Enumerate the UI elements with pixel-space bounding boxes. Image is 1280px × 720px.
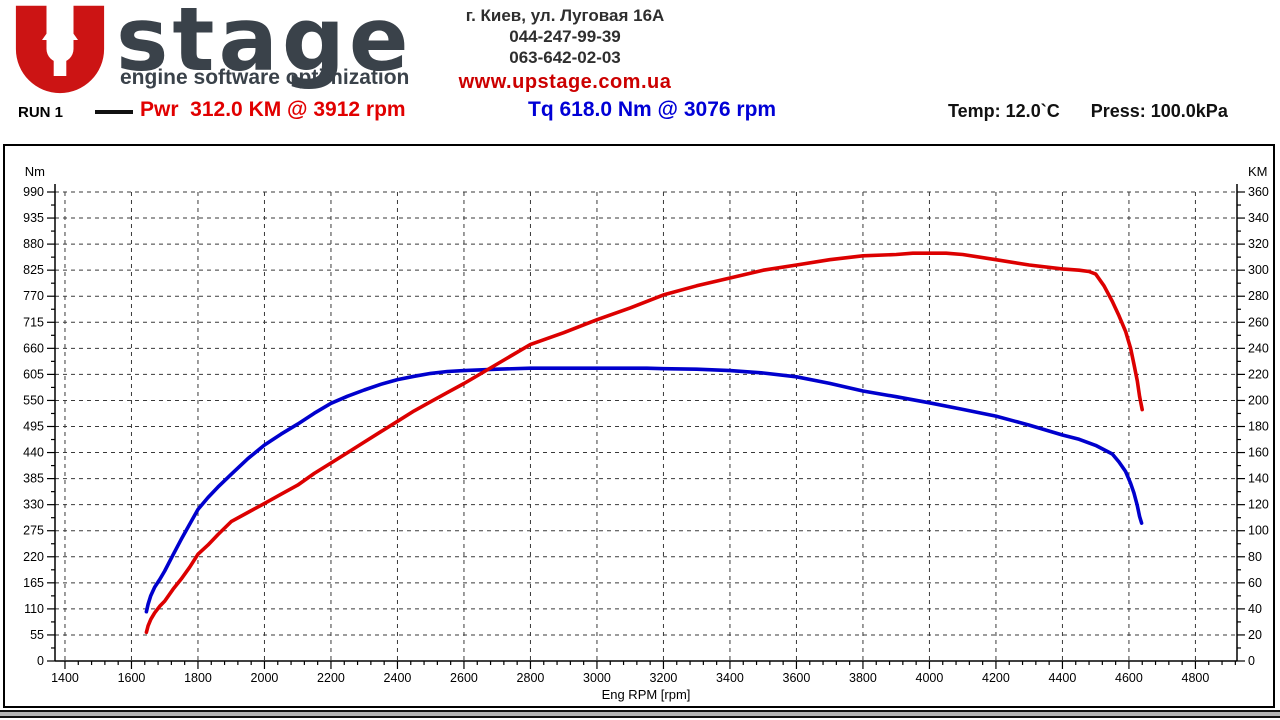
svg-text:280: 280: [1248, 289, 1269, 303]
svg-text:605: 605: [23, 367, 44, 381]
svg-text:110: 110: [24, 602, 44, 616]
svg-text:300: 300: [1248, 263, 1269, 277]
svg-text:220: 220: [23, 550, 44, 564]
svg-text:340: 340: [1248, 211, 1269, 225]
svg-text:4200: 4200: [982, 671, 1010, 685]
svg-text:140: 140: [1248, 472, 1269, 486]
temperature-reading: Temp: 12.0`C: [948, 101, 1060, 121]
company-phone-1: 044-247-99-39: [509, 27, 621, 46]
svg-text:330: 330: [23, 498, 44, 512]
svg-text:3800: 3800: [849, 671, 877, 685]
svg-text:180: 180: [1248, 420, 1269, 434]
svg-text:Eng RPM [rpm]: Eng RPM [rpm]: [602, 687, 691, 702]
brand-tagline: engine software optimization: [120, 66, 410, 89]
run1-legend-line: [95, 110, 133, 114]
svg-text:55: 55: [30, 628, 44, 642]
svg-text:2200: 2200: [317, 671, 345, 685]
svg-text:1600: 1600: [118, 671, 146, 685]
brand-wordmark: stage: [116, 0, 413, 91]
svg-text:200: 200: [1248, 393, 1269, 407]
svg-text:495: 495: [23, 420, 44, 434]
power-curve: [144, 251, 1144, 635]
svg-text:1400: 1400: [51, 671, 79, 685]
svg-text:Nm: Nm: [25, 164, 45, 179]
svg-text:4400: 4400: [1049, 671, 1077, 685]
svg-text:550: 550: [23, 393, 44, 407]
svg-text:100: 100: [1248, 524, 1269, 538]
svg-text:20: 20: [1248, 628, 1262, 642]
svg-text:3400: 3400: [716, 671, 744, 685]
svg-text:40: 40: [1248, 602, 1262, 616]
svg-text:KM: KM: [1248, 164, 1268, 179]
svg-text:4600: 4600: [1115, 671, 1143, 685]
svg-text:2400: 2400: [384, 671, 412, 685]
svg-text:4800: 4800: [1182, 671, 1210, 685]
svg-text:880: 880: [23, 237, 44, 251]
bottom-window-edge: [0, 710, 1280, 718]
svg-text:240: 240: [1248, 341, 1269, 355]
svg-text:3000: 3000: [583, 671, 611, 685]
svg-text:0: 0: [1248, 654, 1255, 668]
torque-curve: [144, 366, 1144, 614]
run-label: RUN 1: [18, 104, 64, 121]
svg-text:2000: 2000: [251, 671, 279, 685]
svg-text:660: 660: [23, 341, 44, 355]
svg-text:2800: 2800: [517, 671, 545, 685]
pressure-reading: Press: 100.0kPa: [1090, 101, 1228, 121]
svg-text:3200: 3200: [650, 671, 678, 685]
dyno-chart: 0 55 110 165 220 275 330 385 440 495 550 605 660 715 7…: [3, 144, 1275, 708]
peak-torque-reading: Tq 618.0 Nm @ 3076 rpm: [528, 98, 777, 121]
svg-text:2600: 2600: [450, 671, 478, 685]
svg-text:0: 0: [37, 654, 44, 668]
svg-text:4000: 4000: [916, 671, 944, 685]
svg-text:165: 165: [23, 576, 44, 590]
svg-text:385: 385: [23, 472, 44, 486]
company-contacts: г. Киев, ул. Луговая 16А 044-247-99-39 0…: [420, 5, 710, 93]
company-phone-2: 063-642-02-03: [509, 48, 621, 67]
svg-text:990: 990: [23, 185, 44, 199]
svg-text:260: 260: [1248, 315, 1269, 329]
svg-text:3600: 3600: [783, 671, 811, 685]
svg-text:120: 120: [1248, 498, 1269, 512]
upstage-arrow-icon: [15, 5, 105, 94]
dyno-chart-plot: 0 55 110 165 220 275 330 385 440 495 550 605 660 715 7…: [23, 164, 1269, 702]
peak-power-reading: Pwr 312.0 KM @ 3912 rpm: [140, 98, 406, 121]
svg-text:160: 160: [1248, 446, 1269, 460]
svg-text:360: 360: [1248, 185, 1269, 199]
svg-text:440: 440: [23, 446, 44, 460]
svg-text:770: 770: [23, 289, 44, 303]
svg-text:825: 825: [23, 263, 44, 277]
svg-text:715: 715: [23, 315, 44, 329]
svg-text:275: 275: [23, 524, 44, 538]
svg-text:60: 60: [1248, 576, 1262, 590]
upstage-logo: stage engine software optimization: [10, 0, 450, 94]
company-website: www.upstage.com.ua: [458, 71, 672, 93]
environment-readings: Temp: 12.0`C Press: 100.0kPa: [948, 101, 1228, 122]
svg-text:80: 80: [1248, 550, 1262, 564]
svg-text:935: 935: [23, 211, 44, 225]
company-address: г. Киев, ул. Луговая 16А: [465, 6, 665, 25]
svg-text:220: 220: [1248, 367, 1269, 381]
svg-text:1800: 1800: [184, 671, 212, 685]
svg-text:320: 320: [1248, 237, 1269, 251]
